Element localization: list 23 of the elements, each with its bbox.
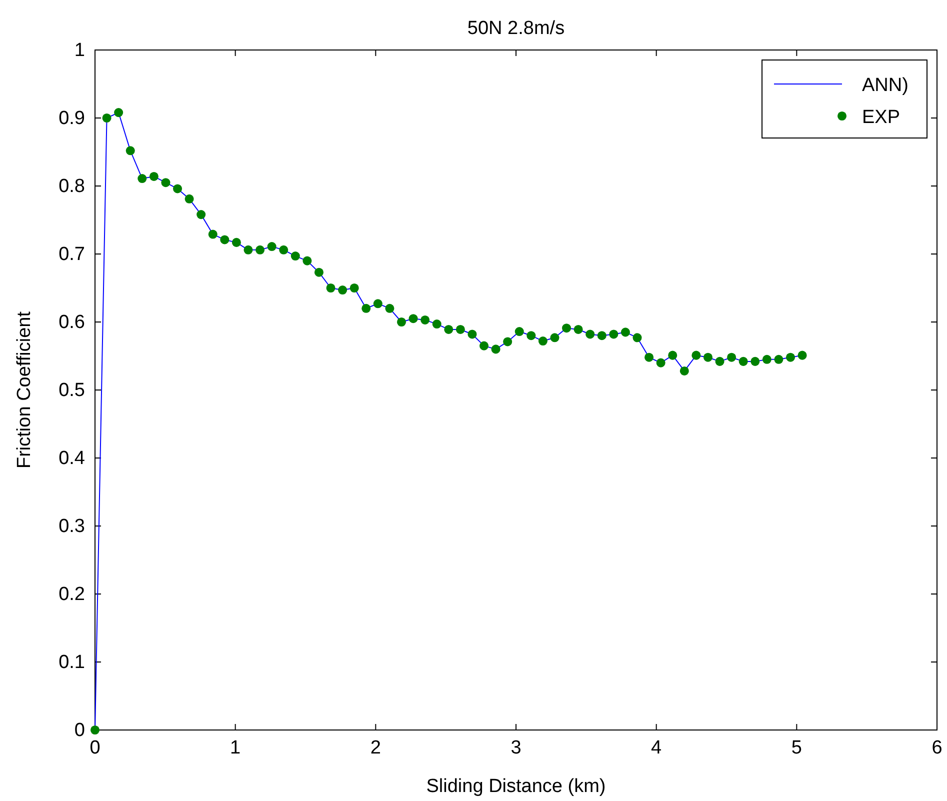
x-tick-label: 2	[370, 737, 381, 758]
x-tick-label: 0	[90, 737, 100, 758]
x-tick-label: 6	[932, 737, 942, 758]
legend-label: ANN)	[862, 75, 908, 96]
x-tick-label: 4	[651, 737, 662, 758]
x-tick-label: 3	[510, 737, 522, 758]
y-tick-label: 0.7	[58, 244, 85, 266]
legend-label: EXP	[862, 107, 900, 128]
y-tick-label: 0.4	[58, 448, 86, 470]
y-axis-title: Friction Coefficient	[14, 310, 35, 468]
y-tick-label: 0.9	[58, 108, 85, 130]
y-tick-label: 0.8	[58, 176, 85, 198]
y-tick-label: 0.1	[58, 652, 85, 674]
y-tick-label: 0.3	[58, 516, 85, 538]
y-tick-label: 1	[74, 40, 85, 62]
y-tick-label: 0.6	[58, 312, 85, 334]
x-tick-label: 1	[230, 737, 241, 758]
y-tick-label: 0.5	[58, 380, 85, 402]
x-tick-label: 5	[791, 737, 802, 758]
x-axis-title: Sliding Distance (km)	[426, 776, 606, 797]
y-tick-label: 0.2	[58, 584, 85, 606]
chart-title: 50N 2.8m/s	[467, 18, 565, 39]
y-tick-label: 0	[74, 720, 85, 742]
